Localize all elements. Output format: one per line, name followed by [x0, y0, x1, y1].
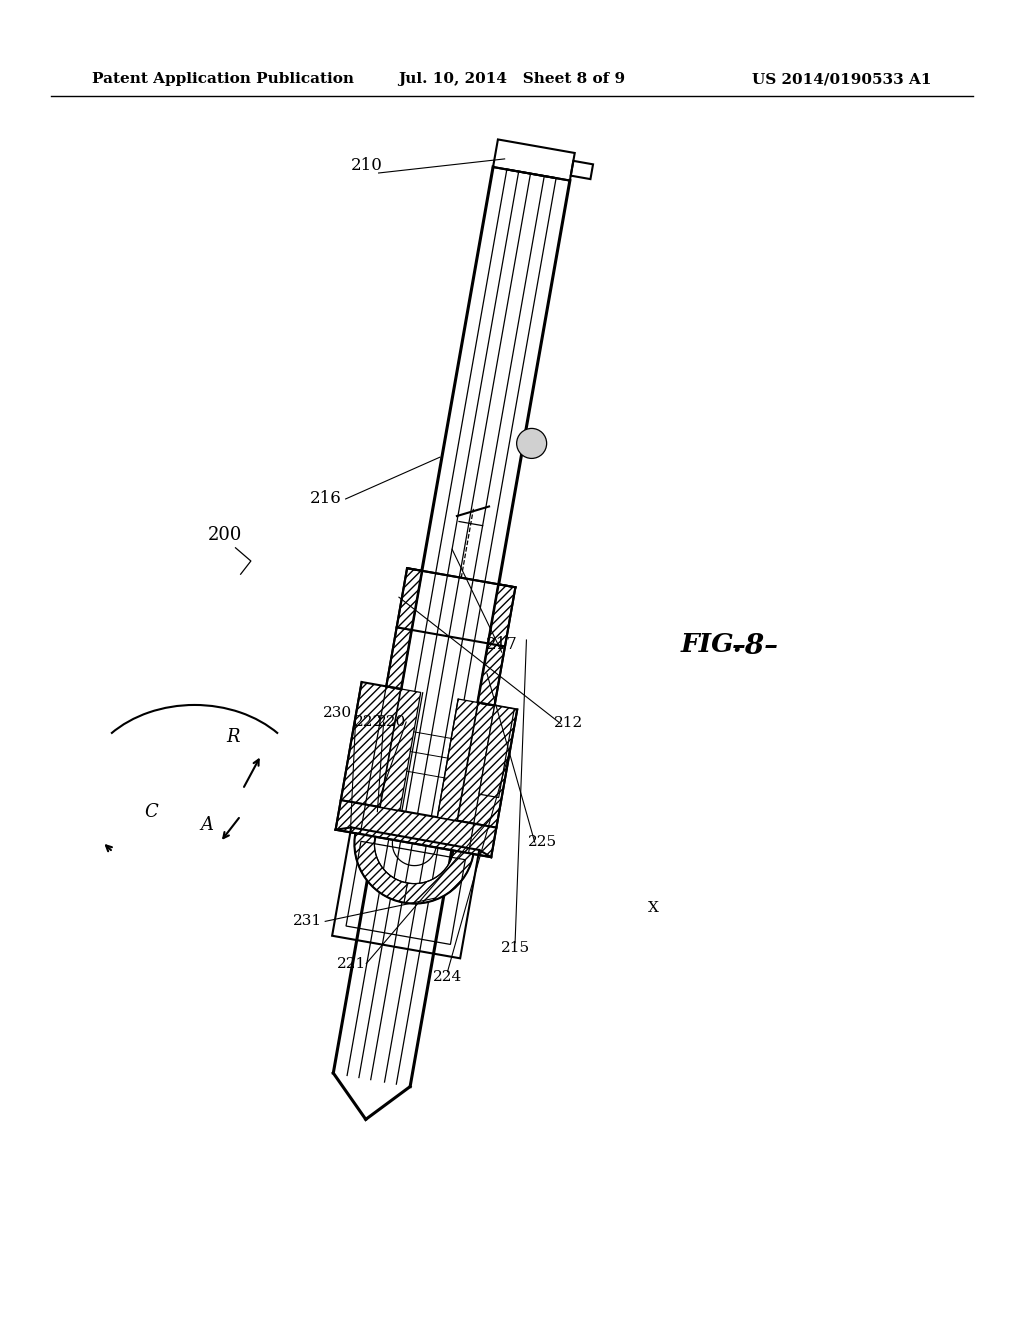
Text: R: R	[226, 727, 241, 746]
Polygon shape	[396, 568, 422, 630]
Text: X: X	[648, 902, 658, 915]
Text: Jul. 10, 2014   Sheet 8 of 9: Jul. 10, 2014 Sheet 8 of 9	[398, 73, 626, 86]
Text: 217: 217	[485, 636, 518, 652]
Text: 212: 212	[554, 717, 583, 730]
Polygon shape	[478, 643, 505, 705]
Text: –8–: –8–	[732, 634, 779, 660]
Polygon shape	[380, 689, 421, 810]
Polygon shape	[457, 702, 517, 828]
Text: 210: 210	[350, 157, 383, 173]
Text: 200: 200	[208, 525, 243, 544]
Polygon shape	[403, 850, 473, 904]
Text: 220: 220	[377, 715, 406, 729]
Text: 222: 222	[354, 715, 383, 729]
Polygon shape	[437, 700, 478, 821]
Text: FIG.: FIG.	[681, 632, 742, 656]
Text: Patent Application Publication: Patent Application Publication	[92, 73, 354, 86]
Polygon shape	[336, 800, 497, 857]
Polygon shape	[488, 585, 515, 647]
Text: 216: 216	[309, 491, 342, 507]
Text: A: A	[201, 816, 213, 834]
Polygon shape	[341, 682, 401, 807]
Text: 221: 221	[337, 957, 366, 970]
Text: C: C	[144, 803, 159, 821]
Polygon shape	[386, 627, 412, 689]
Text: 230: 230	[324, 706, 352, 719]
Text: 231: 231	[293, 915, 322, 928]
Text: 225: 225	[528, 836, 557, 849]
Polygon shape	[479, 705, 514, 797]
Text: 215: 215	[501, 941, 529, 954]
Polygon shape	[354, 833, 408, 903]
Text: 224: 224	[433, 970, 462, 983]
Text: US 2014/0190533 A1: US 2014/0190533 A1	[753, 73, 932, 86]
Circle shape	[517, 429, 547, 458]
